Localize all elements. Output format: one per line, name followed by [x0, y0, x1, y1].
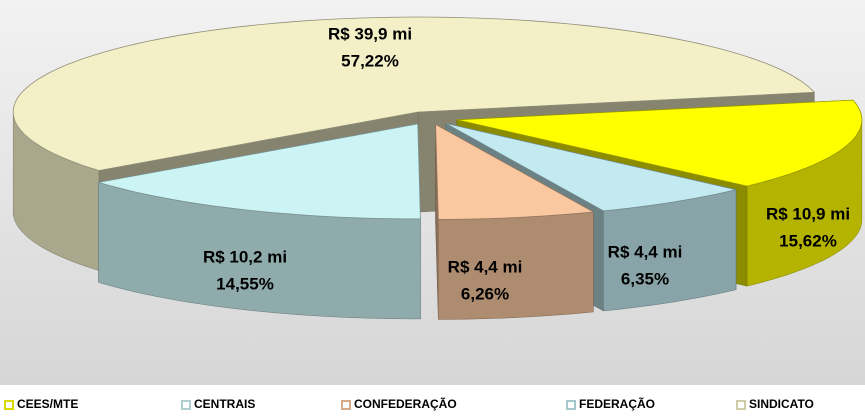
- slice: [445, 123, 737, 212]
- amount-label: R$ 39,9 mi: [328, 24, 412, 43]
- amount-label: R$ 10,2 mi: [203, 247, 287, 266]
- labels: R$ 10,9 mi 15,62% R$ 10,2 mi 14,55% R$ 4,4 m…: [203, 24, 850, 303]
- value-label: 6,26%: [461, 284, 509, 303]
- legend-label: CONFEDERAÇÃO: [354, 396, 457, 411]
- slice: [435, 123, 595, 220]
- legend-swatch: [181, 400, 191, 410]
- amount-label: R$ 10,9 mi: [766, 204, 850, 223]
- value-label: 15,62%: [779, 231, 837, 250]
- legend-swatch: [341, 400, 351, 410]
- amount-label: R$ 4,4 mi: [608, 242, 683, 261]
- slice: [456, 99, 863, 187]
- value-label: 6,35%: [621, 269, 669, 288]
- legend: CEES/MTE CENTRAIS CONFEDERAÇÃO FEDERAÇÃO SIN…: [4, 396, 814, 411]
- legend-label: SINDICATO: [749, 397, 814, 411]
- slice: [98, 123, 421, 220]
- legend-label: CEES/MTE: [17, 397, 78, 411]
- legend-swatch: [566, 400, 576, 410]
- legend-label: FEDERAÇÃO: [579, 396, 655, 411]
- slice: [12, 16, 816, 171]
- amount-label: R$ 4,4 mi: [448, 257, 523, 276]
- legend-swatch: [4, 400, 14, 410]
- value-label: 14,55%: [216, 274, 274, 293]
- legend-swatch: [736, 400, 746, 410]
- value-label: 57,22%: [341, 51, 399, 70]
- pie: [12, 16, 863, 320]
- legend-label: CENTRAIS: [194, 397, 255, 411]
